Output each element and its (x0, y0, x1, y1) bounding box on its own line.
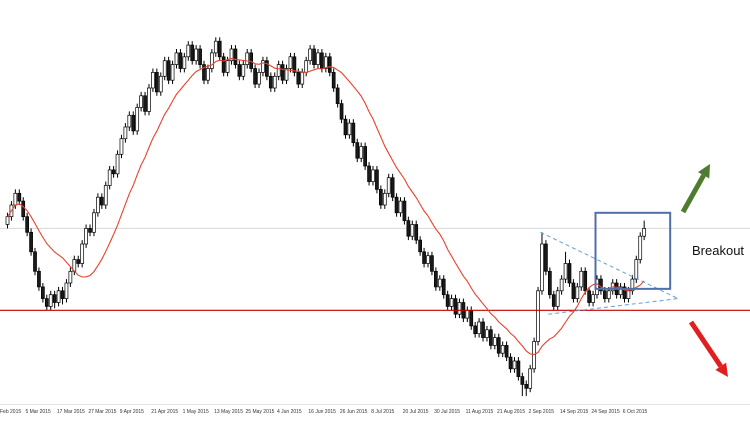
indicator-layer (0, 58, 750, 356)
upper-trendline[interactable] (540, 231, 679, 300)
x-axis-label: 21 Aug 2015 (497, 409, 526, 415)
breakout-label: Breakout (692, 243, 745, 258)
x-axis-label: 25 May 2015 (245, 409, 275, 415)
drawn-objects-layer (540, 164, 728, 377)
x-axis-label: 6 Oct 2015 (622, 409, 648, 415)
breakout-rectangle[interactable] (594, 211, 672, 290)
x-axis-label: 2 Sep 2015 (528, 409, 555, 415)
x-axis-label: Feb 2015 (0, 409, 22, 415)
x-axis: Feb 2015 5 Mar 2015 17 Mar 2015 27 Mar 2015… (0, 404, 750, 430)
candles-layer (5, 37, 647, 397)
x-axis-label: 11 Aug 2015 (465, 409, 494, 415)
x-axis-label: 1 May 2015 (182, 409, 209, 415)
lower-trendline[interactable] (548, 298, 679, 315)
x-axis-label: 8 Jul 2015 (371, 409, 395, 415)
x-axis-label: 16 Jun 2015 (308, 409, 336, 415)
up-arrow[interactable] (680, 174, 706, 214)
down-arrow[interactable] (688, 320, 723, 368)
down-arrow-head (715, 362, 728, 377)
x-axis-label: 9 Apr 2015 (119, 409, 144, 415)
up-arrow-head (697, 164, 710, 179)
x-axis-label: 26 Jun 2015 (339, 409, 368, 415)
x-axis-label: 27 Mar 2015 (88, 409, 117, 415)
x-axis-label: 4 Jun 2015 (276, 409, 302, 415)
x-axis-label: 20 Jul 2015 (402, 409, 429, 415)
x-axis-label: 14 Sep 2015 (559, 409, 589, 415)
x-axis-label: 30 Jul 2015 (434, 409, 461, 415)
moving-average-line (7, 58, 645, 356)
x-axis-label: 21 Apr 2015 (151, 409, 179, 415)
x-axis-label: 5 Mar 2015 (25, 409, 51, 415)
x-axis-label: 17 Mar 2015 (56, 409, 85, 415)
x-axis-label: 24 Sep 2015 (591, 409, 620, 415)
x-axis-label: 13 May 2015 (214, 409, 243, 415)
